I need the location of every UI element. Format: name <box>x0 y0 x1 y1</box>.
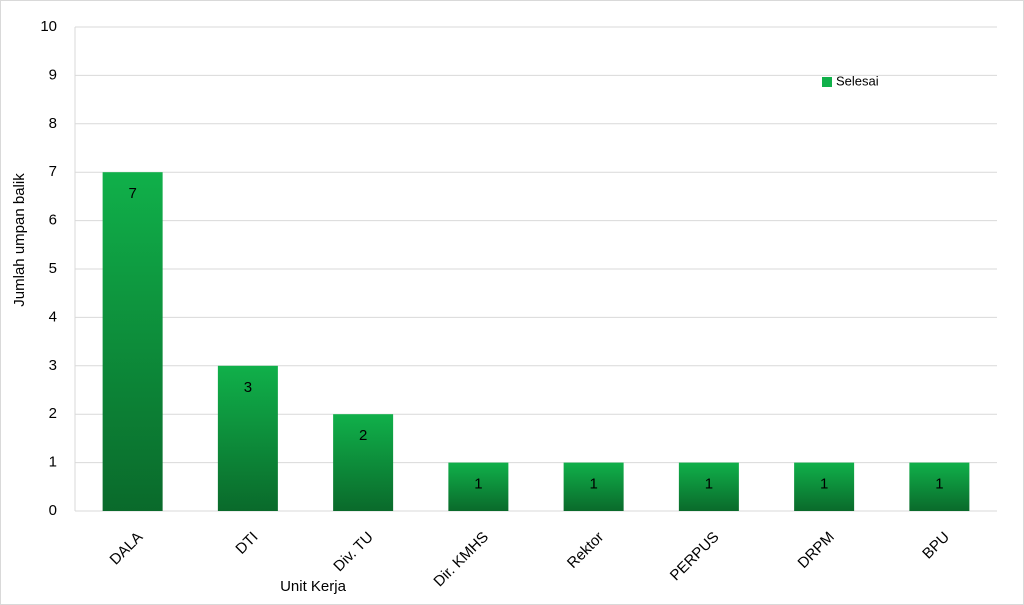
y-tick-label: 1 <box>49 454 57 471</box>
data-label: 1 <box>474 476 482 493</box>
y-tick-label: 10 <box>40 18 57 35</box>
data-label: 7 <box>128 185 136 202</box>
data-label: 1 <box>935 476 943 493</box>
y-tick-label: 9 <box>49 66 57 83</box>
bar <box>217 365 278 511</box>
data-label: 2 <box>359 427 367 444</box>
bar <box>678 462 739 511</box>
y-tick-label: 5 <box>49 260 57 277</box>
data-label: 3 <box>244 379 252 396</box>
x-axis-label: Unit Kerja <box>280 578 347 595</box>
y-tick-label: 2 <box>49 405 57 422</box>
bar <box>909 462 970 511</box>
bar <box>333 414 394 511</box>
bar <box>794 462 855 511</box>
y-tick-label: 3 <box>49 357 57 374</box>
bar <box>563 462 624 511</box>
legend-swatch <box>822 77 832 87</box>
data-label: 1 <box>705 476 713 493</box>
data-label: 1 <box>589 476 597 493</box>
bar <box>102 172 163 511</box>
legend-label: Selesai <box>836 73 879 88</box>
data-label: 1 <box>820 476 828 493</box>
y-tick-label: 0 <box>49 502 57 519</box>
y-tick-label: 8 <box>49 115 57 132</box>
y-axis-label: Jumlah umpan balik <box>11 173 28 307</box>
bar <box>448 462 509 511</box>
y-tick-label: 6 <box>49 212 57 229</box>
y-tick-label: 7 <box>49 163 57 180</box>
y-tick-label: 4 <box>49 308 57 325</box>
